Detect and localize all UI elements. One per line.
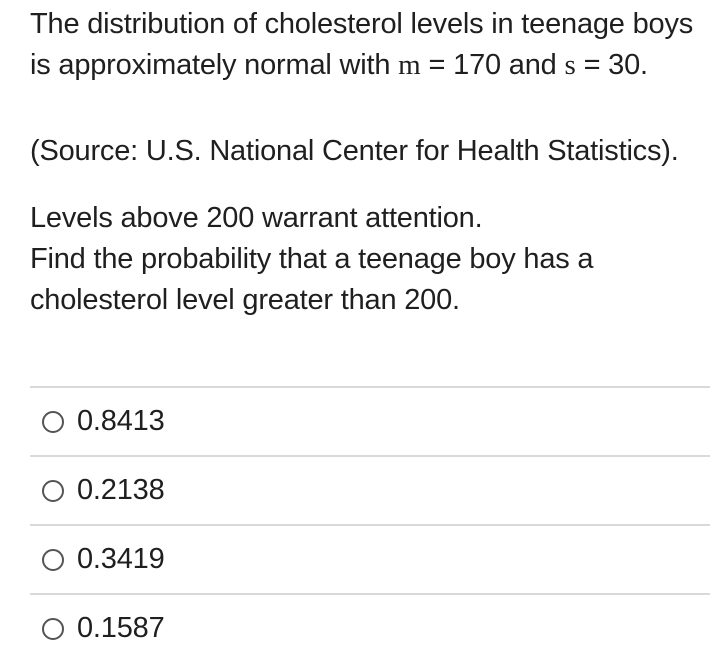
answer-option-label: 0.8413 (77, 405, 165, 437)
prompt-line-2: Find the probability that a teenage boy … (30, 243, 594, 275)
question-line-1: The distribution of cholesterol levels i… (30, 8, 694, 40)
answer-option-label: 0.3419 (77, 543, 165, 575)
question-line-2-text: is approximately normal with (30, 49, 399, 81)
answer-options: 0.8413 0.2138 0.3419 0.1587 (30, 386, 710, 662)
answer-option-row-2[interactable]: 0.2138 (30, 455, 710, 524)
question-prompt: Levels above 200 warrant attention. Find… (30, 198, 710, 321)
prompt-line-1: Levels above 200 warrant attention. (30, 202, 483, 234)
math-sigma-symbol: s (564, 49, 576, 81)
answer-option-row-3[interactable]: 0.3419 (30, 524, 710, 593)
prompt-line-3: cholesterol level greater than 200. (30, 284, 460, 316)
math-mu-symbol: m (398, 49, 421, 81)
answer-option-label: 0.2138 (77, 474, 165, 506)
radio-button[interactable] (42, 410, 64, 433)
question-line-2-text: = 30. (575, 49, 649, 81)
radio-button[interactable] (42, 548, 64, 571)
radio-button[interactable] (42, 479, 64, 502)
answer-option-row-4[interactable]: 0.1587 (30, 593, 710, 662)
question-line-2: is approximately normal with m = 170 and… (30, 45, 710, 127)
question-source-line: (Source: U.S. National Center for Health… (30, 135, 679, 167)
radio-button[interactable] (42, 617, 64, 640)
answer-option-label: 0.1587 (77, 612, 165, 644)
answer-option-row-1[interactable]: 0.8413 (30, 386, 710, 455)
question-line-2-text: = 170 and (420, 49, 565, 81)
question-text: The distribution of cholesterol levels i… (30, 4, 710, 172)
